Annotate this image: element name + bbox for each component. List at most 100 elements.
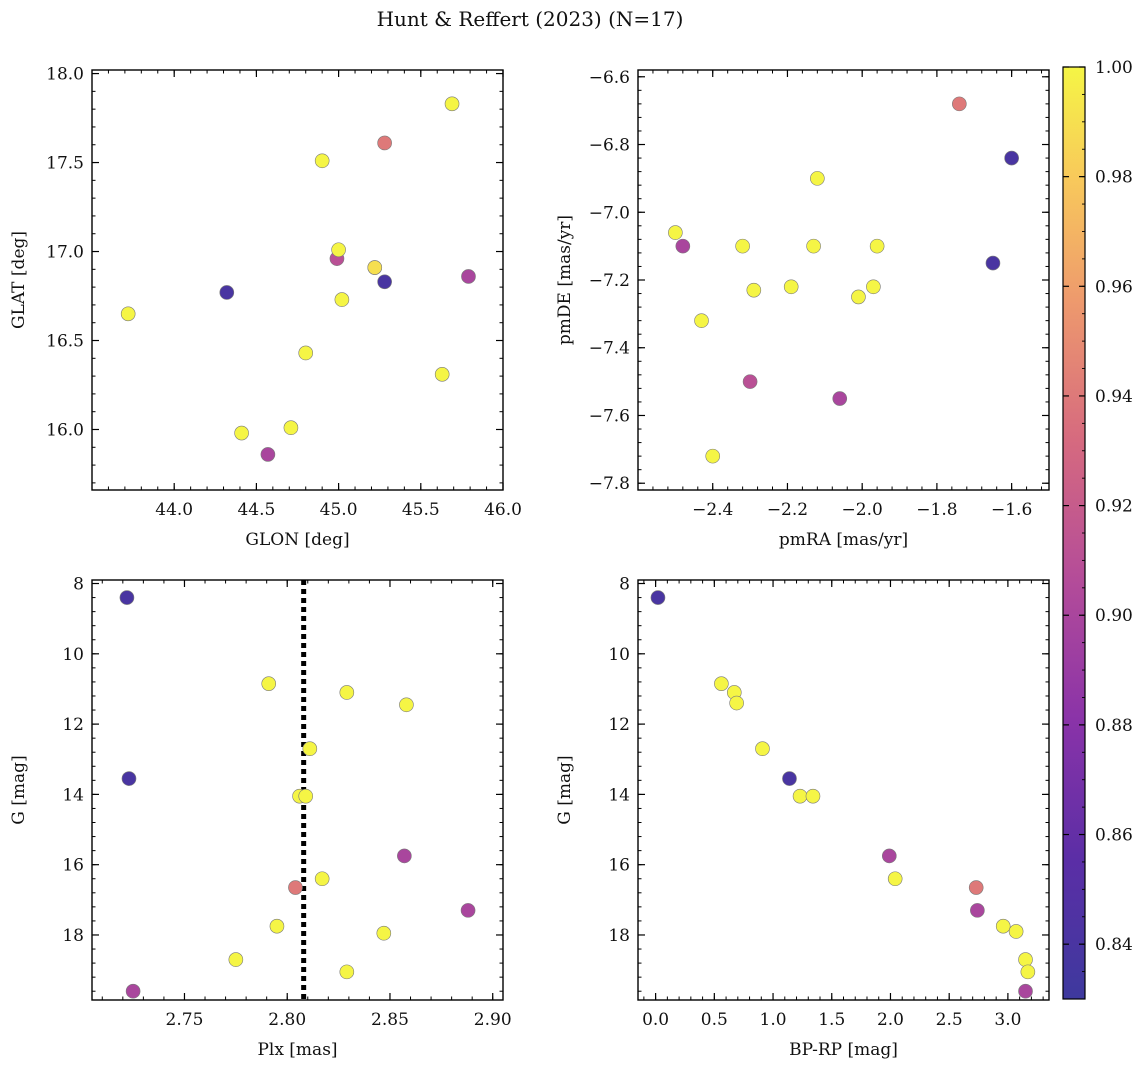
y-tick-label: 18: [608, 926, 630, 946]
data-point: [376, 925, 392, 941]
y-axis-label: G [mag]: [9, 755, 29, 824]
data-point: [866, 279, 881, 295]
x-tick-label: 2.85: [371, 1010, 409, 1030]
data-point: [668, 225, 683, 240]
colorbar-tick-label: 0.86: [1095, 826, 1133, 846]
data-point: [283, 420, 299, 436]
y-tick-label: −7.2: [589, 271, 630, 291]
data-point: [705, 448, 721, 464]
data-point: [650, 590, 666, 605]
data-point: [694, 313, 709, 328]
y-tick-label: −7.6: [589, 406, 630, 426]
colorbar-tick-label: 0.96: [1095, 277, 1133, 297]
data-point: [1008, 924, 1024, 939]
data-point: [269, 918, 285, 934]
data-point: [260, 447, 276, 462]
y-tick-label: 16: [608, 856, 630, 876]
x-axis-label: GLON [deg]: [245, 530, 349, 550]
y-tick-label: −6.8: [589, 136, 630, 156]
colorbar-tick-label: 0.92: [1095, 497, 1133, 517]
y-tick-label: −7.0: [589, 203, 630, 223]
data-point: [746, 282, 762, 298]
data-point: [460, 903, 476, 918]
x-tick-label: 45.5: [402, 500, 440, 520]
data-point: [792, 788, 808, 804]
data-point: [782, 771, 797, 786]
data-point: [234, 425, 249, 441]
x-tick-label: −1.8: [916, 500, 957, 520]
y-tick-label: 17.5: [46, 154, 84, 174]
y-tick-label: 17.0: [46, 243, 84, 263]
x-tick-label: 2.80: [268, 1010, 306, 1030]
figure-title: Hunt & Reffert (2023) (N=17): [377, 7, 684, 31]
x-tick-label: −2.2: [767, 500, 808, 520]
data-point: [339, 685, 355, 700]
data-point: [399, 697, 414, 713]
data-point: [742, 374, 758, 389]
x-tick-label: −2.4: [692, 500, 733, 520]
data-point: [125, 983, 141, 999]
data-point: [735, 238, 750, 254]
data-point: [120, 306, 136, 322]
x-tick-label: 1.5: [818, 1010, 845, 1030]
x-tick-label: 2.5: [936, 1010, 963, 1030]
x-tick-label: 0.0: [642, 1010, 669, 1030]
axes-frame: [91, 69, 504, 491]
data-point: [288, 880, 303, 895]
y-tick-label: 8: [619, 575, 630, 595]
y-tick-label: −7.4: [589, 339, 630, 359]
x-tick-label: 46.0: [484, 500, 522, 520]
panel-glon-glat: 44.0 44.5 45.0 45.5 46.0 16.0 16.5 17.0 17.5 18.0…: [9, 65, 522, 550]
data-point: [339, 964, 355, 980]
data-point: [810, 171, 825, 186]
axes-frame: [637, 69, 1050, 491]
x-axis-label: Plx [mas]: [257, 1040, 337, 1060]
data-point: [675, 238, 691, 254]
y-tick-label: 16.0: [46, 420, 84, 440]
data-point: [314, 153, 330, 169]
data-point: [887, 871, 903, 887]
colorbar-tick-label: 1.00: [1095, 58, 1133, 78]
x-tick-label: 2.0: [877, 1010, 904, 1030]
data-point: [995, 918, 1011, 934]
data-point: [851, 289, 866, 305]
y-tick-label: 18: [62, 926, 84, 946]
data-point: [832, 391, 848, 406]
x-tick-label: −1.6: [991, 500, 1032, 520]
y-axis-label: GLAT [deg]: [9, 231, 29, 329]
data-point: [397, 848, 412, 864]
data-point: [434, 367, 450, 382]
colorbar: 0.84 0.86 0.88 0.90 0.92 0.94 0.96 0.98 1.00: [1062, 58, 1133, 1000]
data-point: [729, 695, 744, 711]
data-point: [298, 788, 314, 804]
y-tick-label: −7.8: [589, 474, 630, 494]
panel-cmd: 0.0 0.5 1.0 1.5 2.0 2.5 3.0 8 10 12 14 16 18 BP-RP [m…: [555, 575, 1050, 1060]
x-tick-label: −2.0: [842, 500, 883, 520]
colorbar-tick-label: 0.84: [1095, 935, 1133, 955]
data-point: [444, 96, 460, 112]
data-point: [219, 285, 235, 300]
data-point: [881, 848, 897, 864]
data-point: [228, 952, 244, 967]
data-point: [806, 238, 821, 254]
x-tick-label: 3.0: [994, 1010, 1021, 1030]
colorbar-tick-label: 0.98: [1095, 168, 1133, 188]
data-point: [1020, 964, 1036, 980]
x-axis-label: BP-RP [mag]: [789, 1040, 898, 1060]
data-point: [1004, 150, 1019, 166]
y-tick-label: 8: [73, 575, 84, 595]
data-point: [302, 741, 318, 757]
y-tick-label: 14: [608, 785, 630, 805]
data-point: [985, 255, 1001, 271]
y-tick-label: 12: [62, 715, 84, 735]
data-point: [331, 242, 346, 258]
x-tick-label: 1.0: [760, 1010, 787, 1030]
data-point: [805, 788, 821, 804]
data-point: [952, 96, 967, 112]
axes-frame: [637, 579, 1050, 1001]
x-tick-label: 44.0: [155, 500, 193, 520]
y-tick-label: 14: [62, 785, 84, 805]
y-tick-label: 12: [608, 715, 630, 735]
data-point: [1018, 983, 1033, 999]
data-point: [461, 269, 476, 284]
